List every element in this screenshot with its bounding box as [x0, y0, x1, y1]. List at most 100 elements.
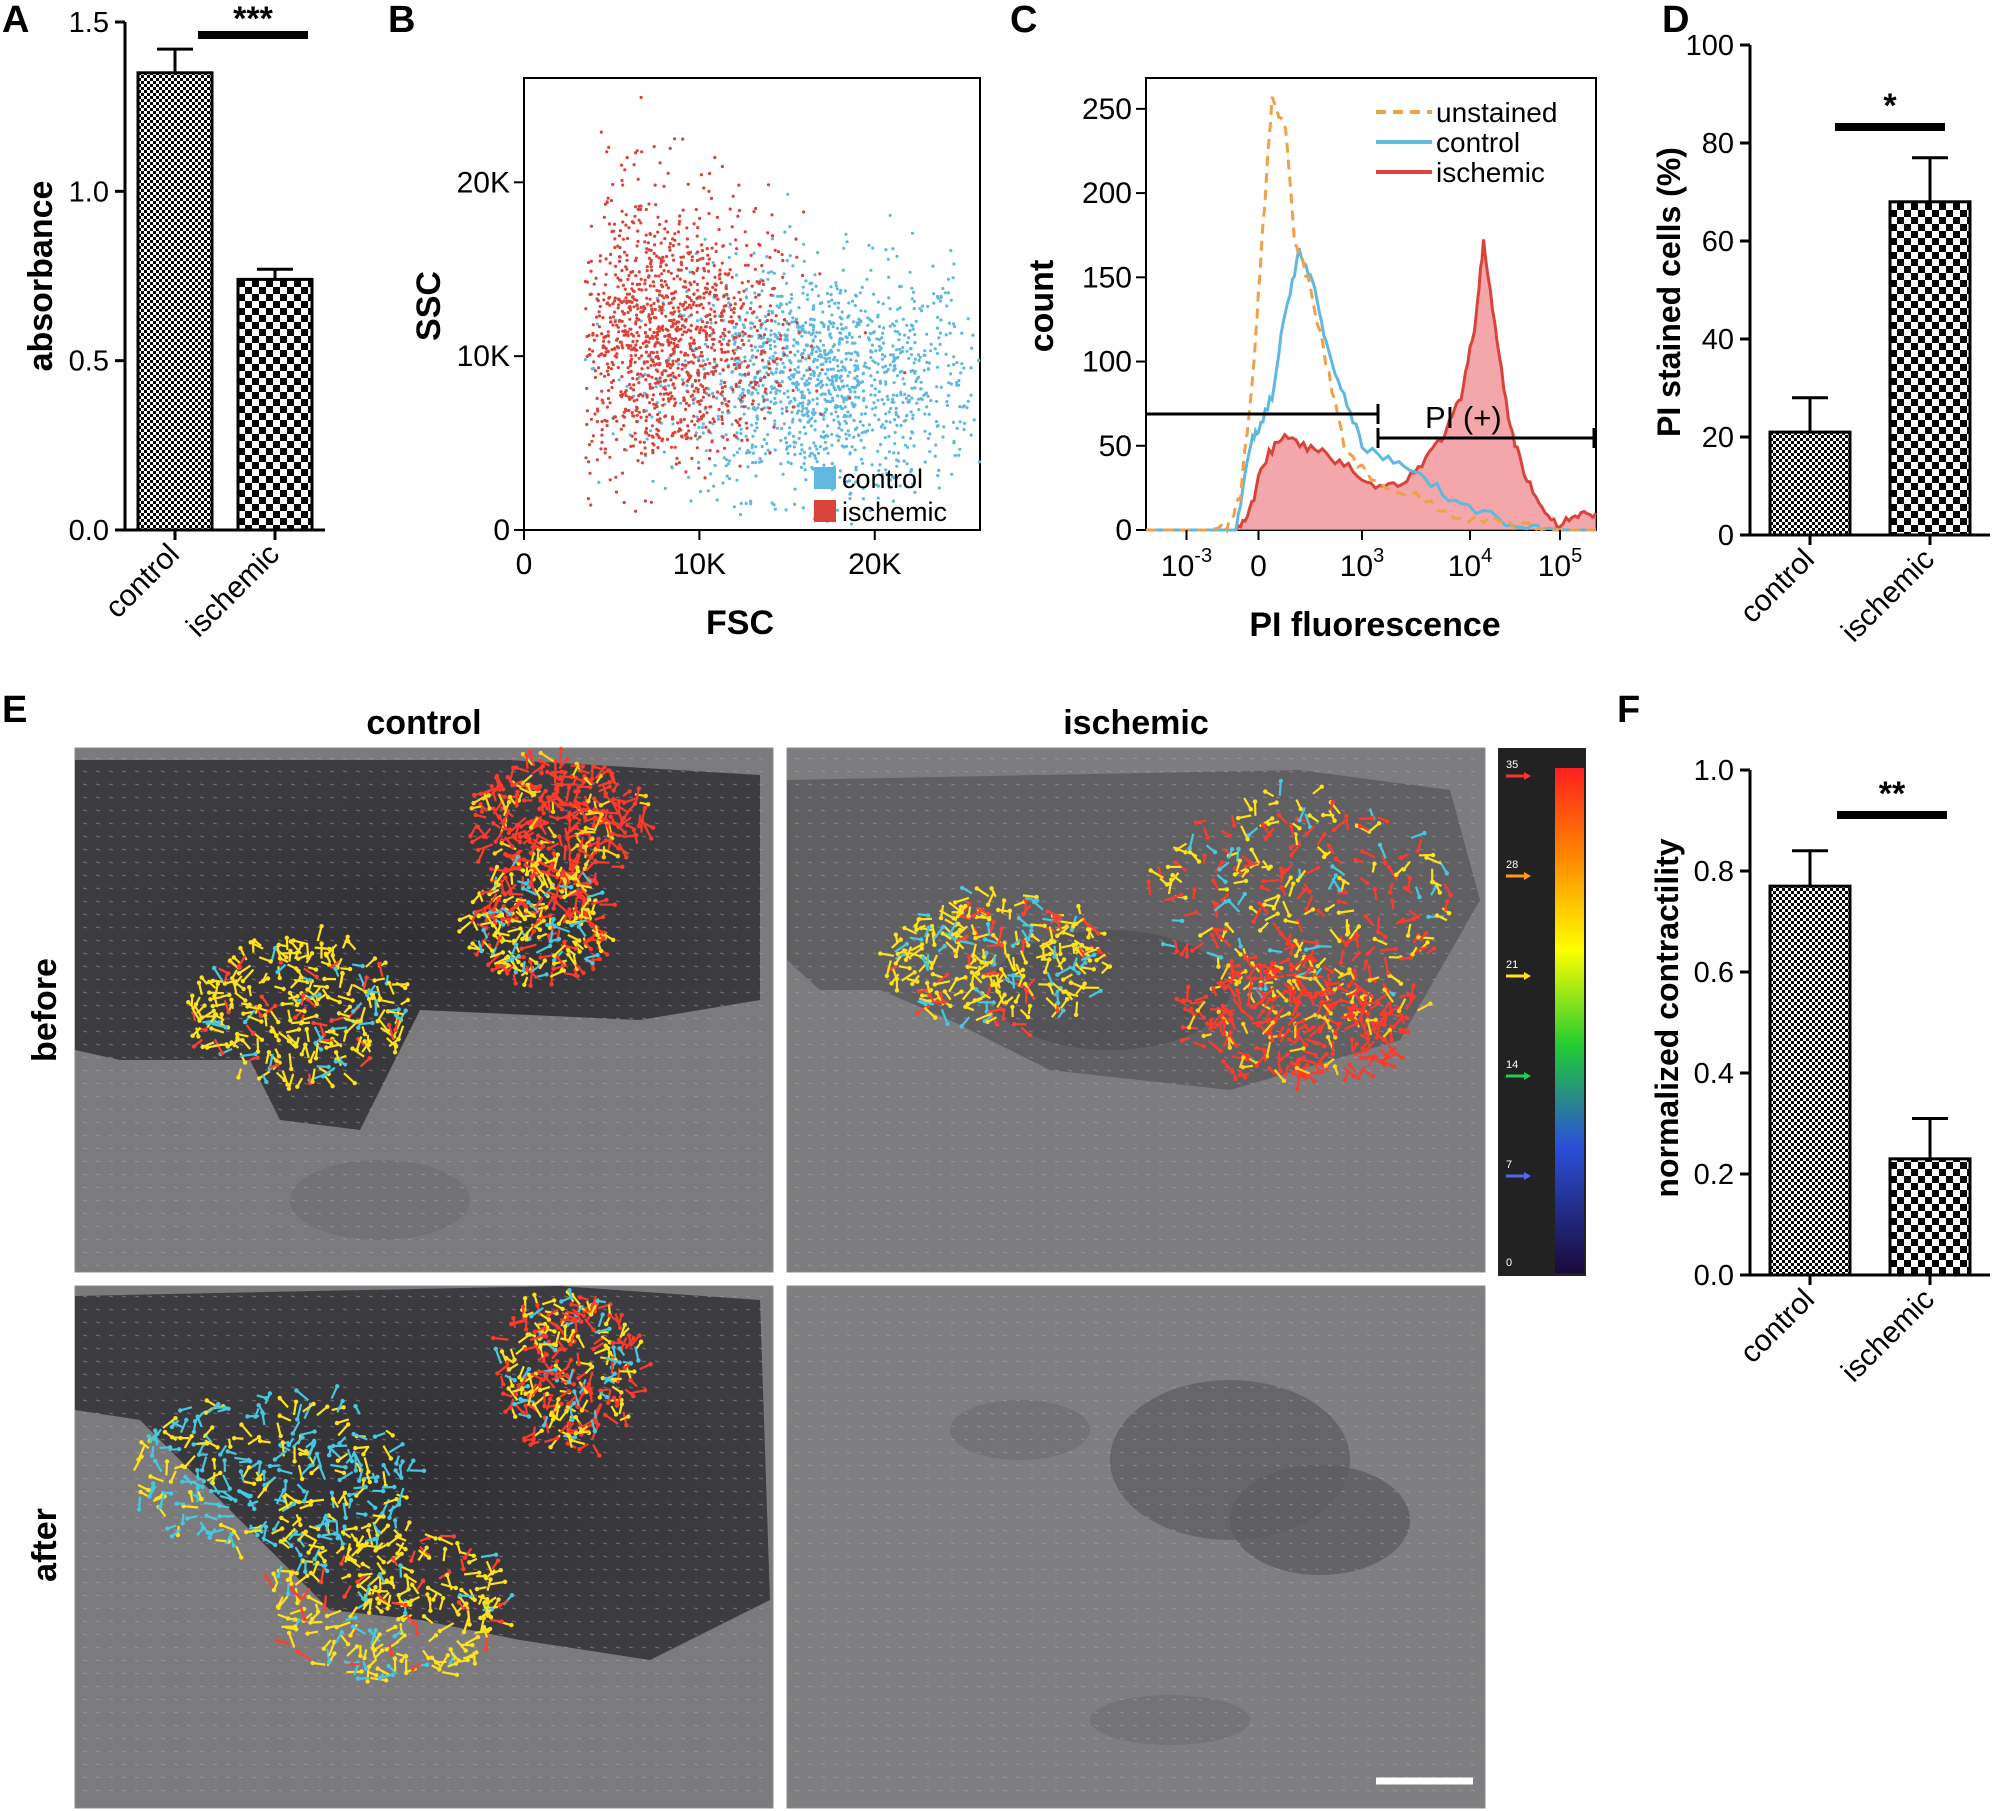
panel-b-point: [629, 354, 633, 358]
panelF-y-tick-label: 0.0: [1694, 1260, 1734, 1292]
panel-b-point: [634, 353, 638, 357]
panel-b-point: [850, 341, 855, 345]
panel-b-point: [882, 370, 887, 374]
panel-b-point: [816, 451, 821, 455]
panel-b-point: [922, 368, 926, 372]
panel-b-point: [966, 317, 970, 321]
panel-b-point: [898, 484, 902, 488]
panel-b-point: [736, 214, 740, 218]
panel-b-point: [732, 362, 737, 366]
panel-b-point: [770, 237, 774, 241]
panel-b-point: [666, 286, 671, 290]
panel-b-point: [620, 178, 624, 183]
panel-b-point: [709, 317, 713, 322]
panel-b-point: [780, 407, 784, 411]
panel-b-point: [905, 462, 909, 466]
panel-b-point: [737, 423, 742, 427]
panel-b-point: [916, 397, 921, 401]
panel-b-point: [725, 474, 729, 478]
panel-b-point: [745, 365, 749, 369]
panel-b-point: [648, 297, 652, 301]
panel-b-point: [699, 350, 704, 354]
panel-b-point: [683, 300, 688, 304]
panel-b-point: [836, 439, 841, 443]
panel-b-point: [748, 307, 753, 311]
panel-b-point: [671, 347, 675, 351]
panel-b-point: [678, 302, 682, 306]
panel-b-point: [701, 276, 705, 280]
panel-b-point: [684, 407, 688, 411]
panel-b-point: [706, 262, 710, 266]
panel-b-point: [806, 420, 810, 424]
panel-b-point: [705, 320, 709, 325]
panel-b-point: [628, 327, 632, 331]
panel-b-point: [720, 415, 724, 419]
panel-b-point: [749, 344, 753, 348]
panel-b-point: [786, 451, 790, 455]
panel-c-legend-label-ischemic: ischemic: [1436, 157, 1545, 188]
panel-e-row-header-after: after: [26, 1508, 64, 1582]
panel-b-point: [654, 377, 658, 381]
panel-b-point: [760, 349, 764, 353]
panel-b-point: [697, 460, 701, 465]
panel-b-point: [843, 396, 847, 400]
panel-b-point: [695, 268, 699, 273]
panel-b-point: [733, 340, 737, 344]
panel-b-point: [589, 224, 594, 228]
panelD-y-tick-label: 100: [1686, 30, 1734, 62]
panel-b-point: [631, 339, 635, 344]
panel-b-point: [639, 221, 643, 225]
panel-b-point: [904, 418, 908, 422]
panel-b-point: [862, 398, 866, 403]
panel-b-point: [701, 306, 705, 310]
panel-b-point: [844, 352, 848, 356]
panel-b-point: [932, 301, 936, 305]
panel-b-point: [622, 500, 626, 505]
panel-b-point: [738, 372, 742, 376]
panel-b-point: [805, 297, 810, 301]
panel-b-point: [955, 361, 959, 365]
panel-b-point: [699, 317, 703, 321]
panel-b-point: [634, 409, 638, 413]
panel-b-point: [871, 246, 875, 250]
panel-b-point: [597, 480, 601, 484]
panel-b-point: [777, 322, 781, 326]
panel-b-point: [728, 459, 732, 463]
panel-b-point: [898, 347, 902, 351]
panel-b-point: [791, 375, 796, 379]
panel-b-point: [931, 264, 935, 268]
panel-b-point: [850, 385, 854, 389]
panel-b-point: [645, 269, 649, 273]
panel-b-point: [947, 321, 952, 325]
panel-b-point: [613, 347, 617, 351]
panel-b-point: [835, 374, 839, 378]
panel-b-point: [661, 255, 665, 259]
panel-b-point: [666, 392, 670, 396]
panel-b-point: [695, 446, 699, 450]
panel-b-point: [650, 311, 655, 316]
panel-e-row-header-before: before: [26, 958, 64, 1062]
panel-b-point: [585, 354, 589, 359]
panel-b-point: [761, 269, 765, 273]
panel-b-point: [937, 468, 941, 473]
panel-b-point: [613, 237, 617, 241]
panel-b-point: [636, 177, 640, 181]
panel-b-point: [660, 371, 664, 375]
panel-b-point: [766, 231, 770, 235]
panel-b-point: [811, 408, 816, 412]
panel-b-point: [970, 346, 974, 350]
panel-b-point: [766, 448, 770, 452]
panel-b-point: [945, 403, 950, 407]
panel-b-point: [759, 352, 763, 356]
panel-b-point: [654, 203, 658, 207]
panel-b-point: [926, 394, 930, 398]
panel-b-point: [733, 325, 737, 329]
panel-b-point: [783, 353, 787, 357]
panel-b-point: [823, 352, 827, 356]
panel-b-point: [589, 259, 593, 263]
panel-b-point: [627, 226, 631, 230]
panel-c-y-tick-label: 250: [1082, 93, 1132, 126]
panel-b-point: [912, 361, 916, 365]
panel-b-point: [763, 390, 767, 394]
panel-b-point: [781, 322, 785, 327]
